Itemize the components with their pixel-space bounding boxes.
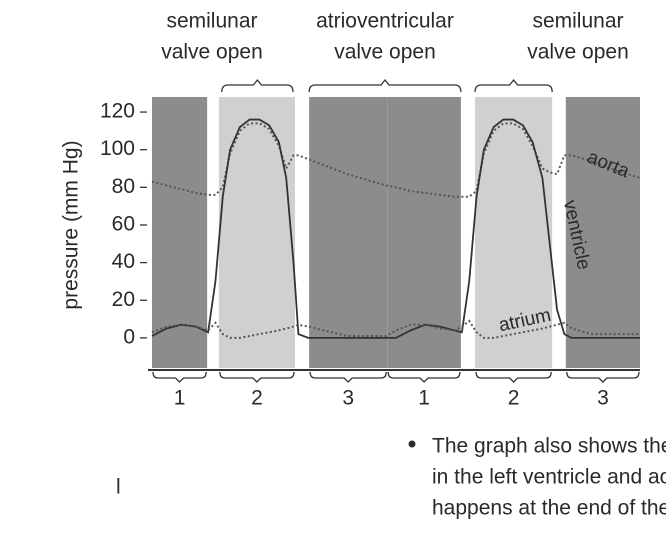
phase-bracket <box>219 371 295 383</box>
phase-band <box>565 97 640 368</box>
phase-band <box>218 97 295 368</box>
y-tick-label: 60 <box>112 213 135 236</box>
phase-label: 1 <box>174 387 186 410</box>
phase-bracket <box>475 371 552 383</box>
y-tick-label: 20 <box>112 288 135 311</box>
y-tick-label: 120 <box>100 100 135 123</box>
phase-band <box>387 97 461 368</box>
phase-band <box>152 97 208 368</box>
y-tick-label: 100 <box>100 137 135 160</box>
text-fragment: l <box>116 476 121 499</box>
valve-label: atrioventricular <box>316 10 454 33</box>
phase-label: 2 <box>508 387 520 410</box>
valve-bracket <box>308 78 462 93</box>
valve-label: semilunar <box>166 10 257 33</box>
valve-label: semilunar <box>532 10 623 33</box>
valve-label: valve open <box>334 41 436 64</box>
valve-bracket <box>221 78 294 93</box>
phase-label: 3 <box>342 387 354 410</box>
y-tick-label: 80 <box>112 175 135 198</box>
phase-label: 3 <box>597 387 609 410</box>
phase-label: 2 <box>251 387 263 410</box>
valve-label: valve open <box>527 41 629 64</box>
bullet-line: The graph also shows the minimum pressur… <box>432 435 666 458</box>
series-line <box>151 118 640 339</box>
phase-bracket <box>152 371 207 383</box>
y-tick-label: 0 <box>123 325 135 348</box>
bullet-line: happens at the end of the period when th… <box>432 497 666 520</box>
phase-bracket <box>309 371 387 383</box>
y-axis-label: pressure (mm Hg) <box>60 140 83 309</box>
phase-band <box>309 97 388 368</box>
phase-bracket <box>566 371 640 383</box>
valve-bracket <box>474 78 553 93</box>
phase-bracket <box>387 371 461 383</box>
bullet-dot <box>408 440 416 448</box>
bullet-line: in the left ventricle and aorta (diastol… <box>432 466 666 489</box>
y-tick-label: 40 <box>112 250 135 273</box>
valve-label: valve open <box>161 41 263 64</box>
series-line <box>151 319 640 339</box>
phase-label: 1 <box>418 387 430 410</box>
